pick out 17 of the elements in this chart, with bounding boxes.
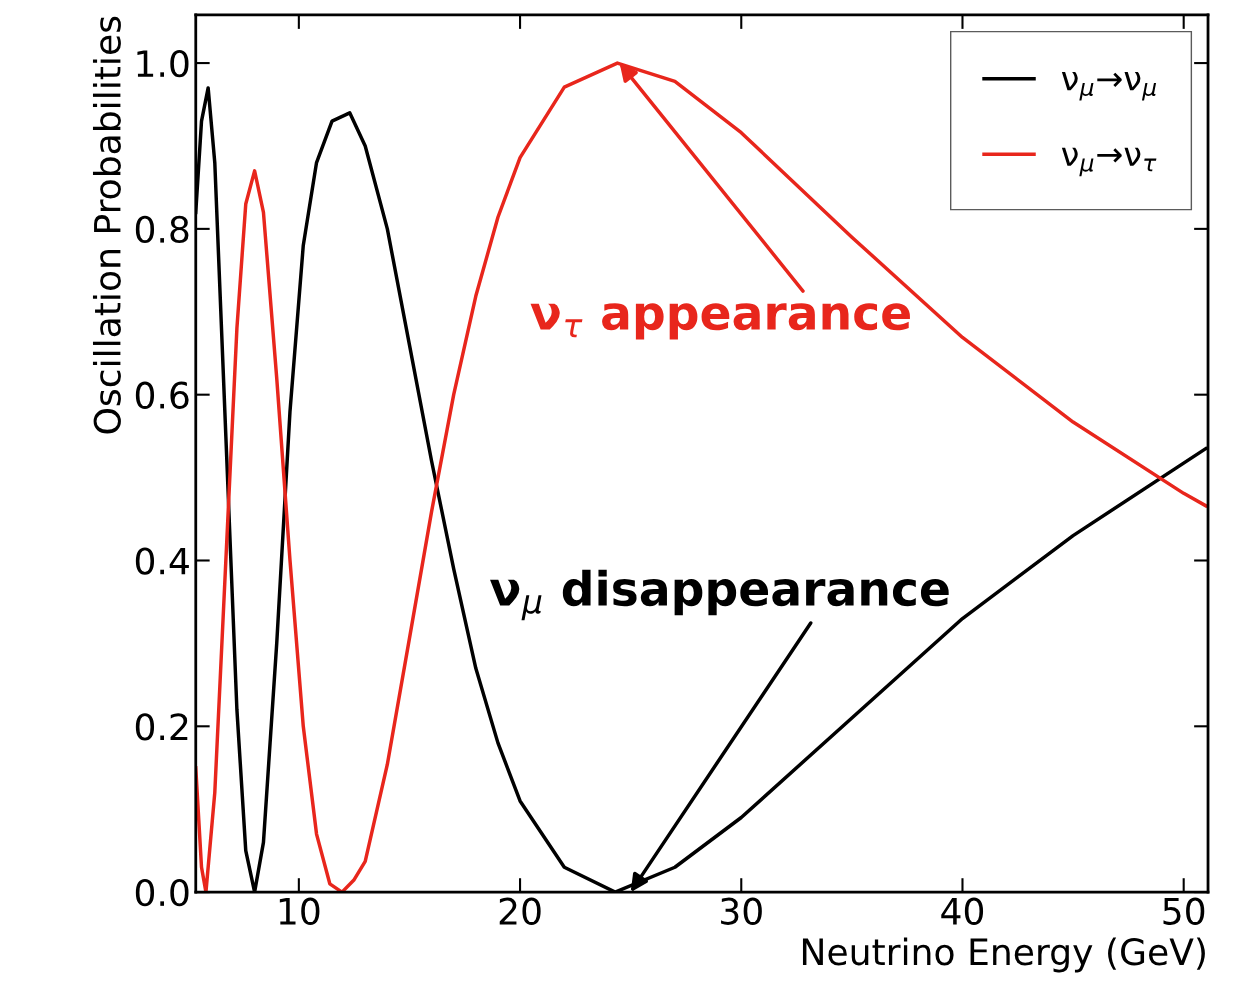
legend-label: ν$_{μ}$→ν$_{μ}$ — [1061, 71, 1157, 101]
x-tick-label: 10 — [279, 897, 320, 925]
x-tick-label: 30 — [721, 897, 762, 925]
y-tick-label: 0.6 — [135, 381, 189, 409]
annotation: ν$_{τ}$ appearance — [530, 303, 910, 340]
x-tick-label: 20 — [499, 897, 541, 925]
annotation: ν$_{μ}$ disappearance — [490, 569, 949, 621]
x-tick-label: 50 — [1163, 897, 1205, 925]
y-tick-label: 0.0 — [135, 879, 189, 907]
x-axis-title: Neutrino Energy (GeV) — [802, 937, 1205, 973]
y-axis-title: Oscillation Probabilities — [92, 16, 121, 434]
legend-label: ν$_{μ}$→ν$_{τ}$ — [1061, 147, 1157, 177]
x-tick-label: 40 — [941, 897, 984, 925]
y-tick-label: 1.0 — [137, 49, 189, 78]
y-tick-label: 0.2 — [135, 713, 188, 741]
y-tick-label: 0.4 — [135, 547, 189, 575]
y-tick-label: 0.8 — [135, 215, 189, 244]
